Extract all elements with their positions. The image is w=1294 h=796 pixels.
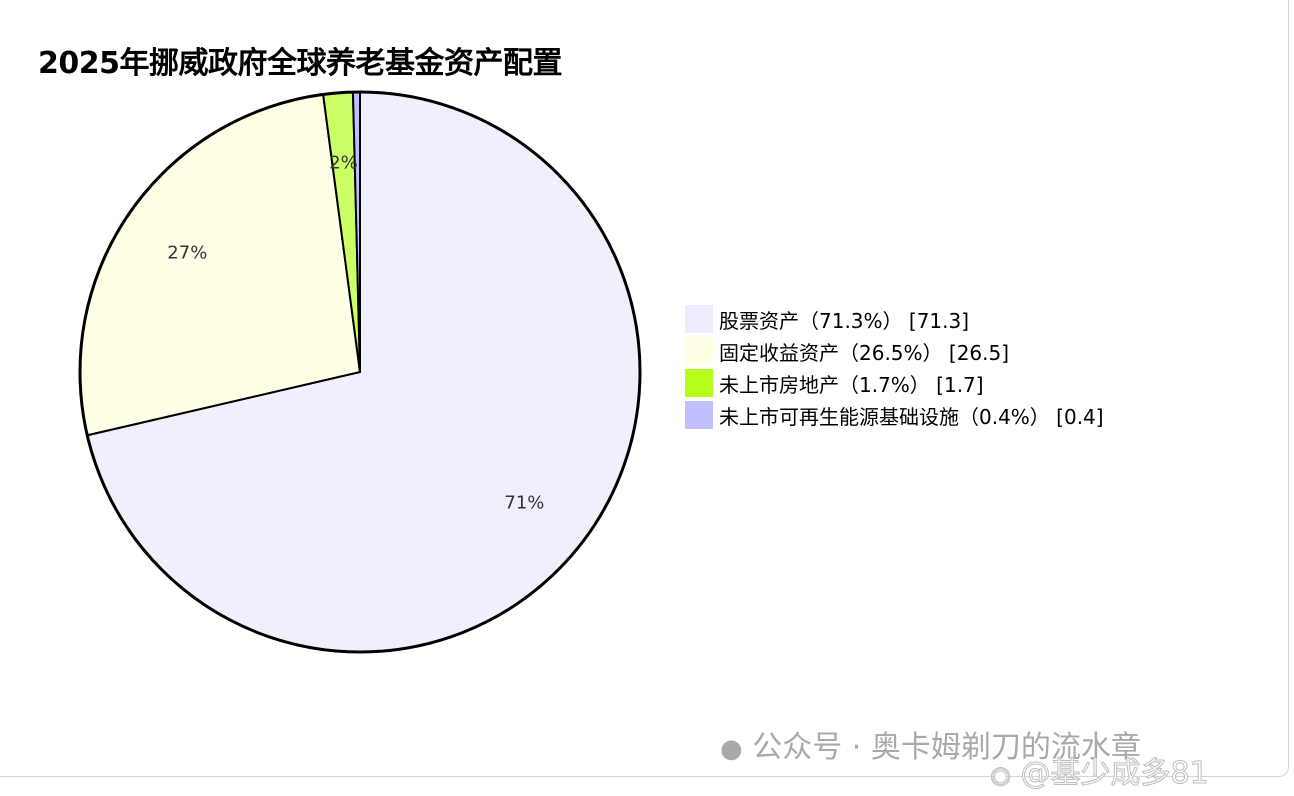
pie-outline [78, 90, 642, 654]
legend-swatch [685, 305, 713, 333]
legend-item: 未上市房地产（1.7%） [1.7] [685, 367, 1104, 399]
wechat-watermark: ● 公众号 · 奥卡姆剃刀的流水章 [720, 730, 1141, 765]
legend-item: 股票资产（71.3%） [71.3] [685, 303, 1104, 335]
chart-card [0, 0, 1289, 777]
legend-label: 固定收益资产（26.5%） [26.5] [719, 340, 1010, 365]
legend-item: 未上市可再生能源基础设施（0.4%） [0.4] [685, 399, 1104, 431]
legend-label: 未上市可再生能源基础设施（0.4%） [0.4] [719, 404, 1104, 429]
legend: 股票资产（71.3%） [71.3] 固定收益资产（26.5%） [26.5] 未上… [685, 303, 1104, 431]
wechat-icon: ● [720, 734, 743, 764]
slice-percent-label: 2% [329, 153, 358, 174]
chart-title: 2025年挪威政府全球养老基金资产配置 [38, 46, 563, 81]
legend-swatch [685, 337, 713, 365]
weibo-watermark: ◉ @基少成多81 [990, 756, 1210, 792]
legend-swatch [685, 401, 713, 429]
legend-item: 固定收益资产（26.5%） [26.5] [685, 335, 1104, 367]
legend-label: 未上市房地产（1.7%） [1.7] [719, 372, 984, 397]
legend-swatch [685, 369, 713, 397]
slice-percent-label: 71% [504, 493, 544, 514]
weibo-icon: ◉ [990, 761, 1012, 790]
legend-label: 股票资产（71.3%） [71.3] [719, 308, 970, 333]
slice-percent-label: 27% [167, 242, 207, 263]
